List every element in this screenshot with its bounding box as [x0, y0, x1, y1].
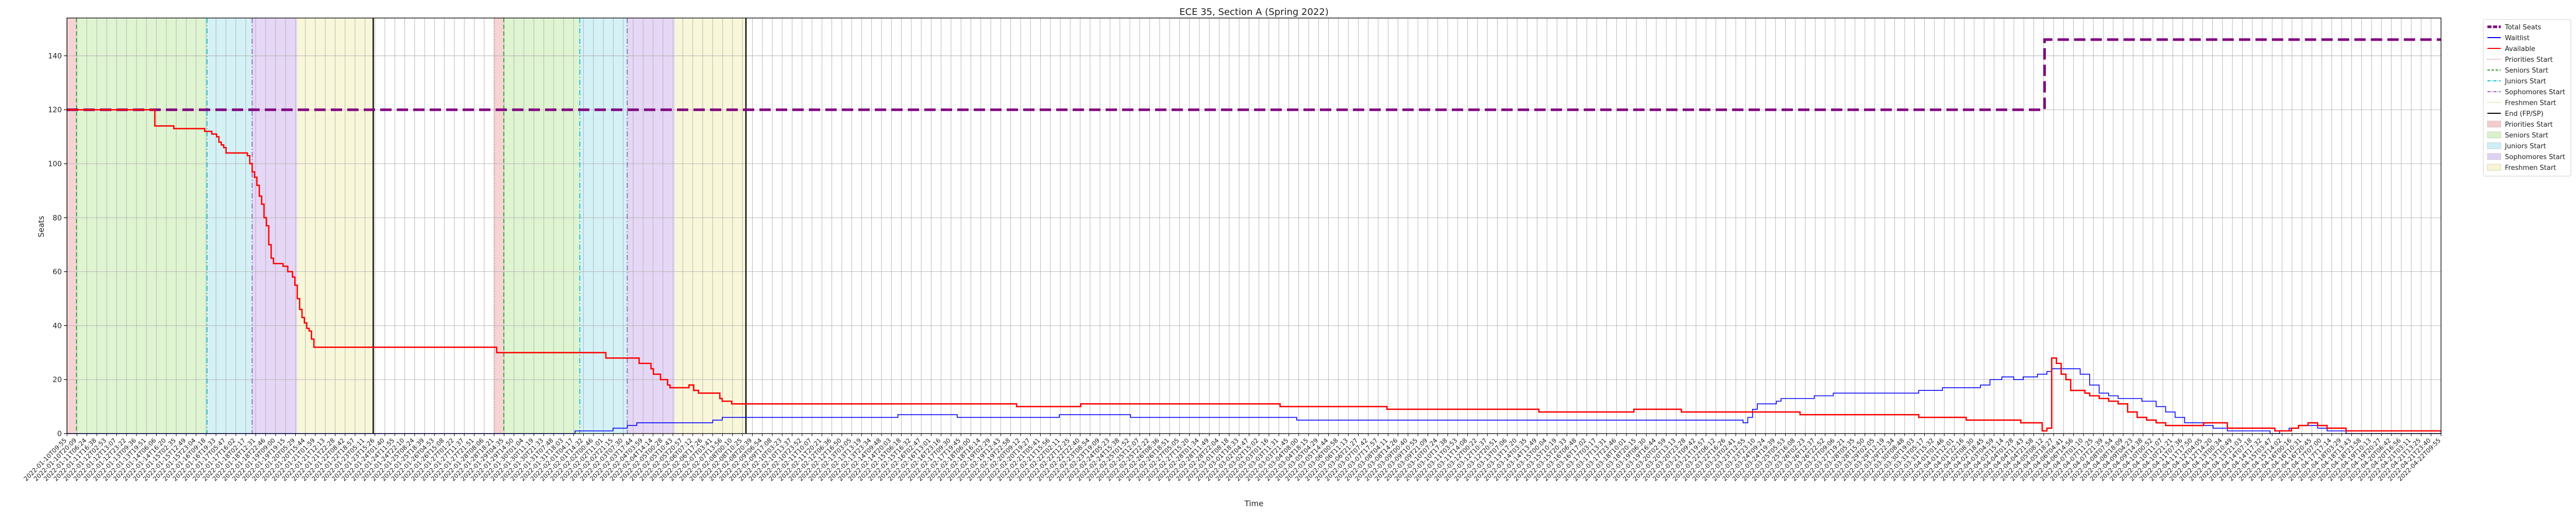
phase-band-priorities — [67, 18, 77, 434]
legend: Total Seats Waitlist Available Priorities S… — [2483, 19, 2571, 177]
legend-label-priorities-start: Priorities Start — [2505, 56, 2553, 64]
legend-swatch-freshmen-start — [2487, 164, 2501, 171]
phase-band-sophomores — [252, 18, 297, 434]
legend-label-freshmen-start: Freshmen Start — [2505, 164, 2556, 172]
phase-band-priorities — [494, 18, 504, 434]
legend-swatch-seniors-start — [2487, 131, 2501, 139]
legend-label-juniors-start: Juniors Start — [2504, 78, 2546, 85]
legend-label-freshmen-start: Freshmen Start — [2505, 99, 2556, 107]
legend-label-priorities-start: Priorities Start — [2505, 121, 2553, 129]
y-tick-label: 140 — [48, 52, 62, 60]
phase-band-sophomores — [627, 18, 675, 434]
legend-label-total-seats: Total Seats — [2504, 24, 2541, 31]
y-tick-label: 120 — [48, 106, 62, 114]
y-tick-label: 20 — [53, 376, 62, 384]
phase-band-juniors — [207, 18, 252, 434]
legend-box — [2483, 19, 2571, 177]
x-axis-label: Time — [1244, 499, 1264, 508]
phase-band-freshmen — [674, 18, 746, 434]
phase-band-seniors — [76, 18, 207, 434]
y-tick-label: 0 — [57, 430, 62, 438]
legend-label-seniors-start: Seniors Start — [2505, 132, 2548, 140]
legend-label-juniors-start: Juniors Start — [2504, 143, 2546, 150]
y-tick-label: 80 — [53, 214, 62, 222]
legend-label-waitlist: Waitlist — [2505, 35, 2530, 42]
y-tick-label: 60 — [53, 268, 62, 277]
legend-swatch-sophomores-start — [2487, 153, 2501, 160]
phase-band-seniors — [503, 18, 580, 434]
plot-frame — [66, 18, 2442, 434]
series-available — [67, 109, 2441, 432]
legend-swatch-priorities-start — [2487, 120, 2501, 128]
y-tick-label: 40 — [53, 322, 62, 330]
legend-label-end-fp-sp: End (FP/SP) — [2505, 110, 2544, 118]
y-tick-label: 100 — [48, 160, 62, 168]
chart-title: ECE 35, Section A (Spring 2022) — [1179, 7, 1329, 18]
legend-swatch-juniors-start — [2487, 142, 2501, 149]
legend-label-sophomores-start: Sophomores Start — [2505, 153, 2565, 161]
legend-label-sophomores-start: Sophomores Start — [2505, 89, 2565, 96]
legend-label-seniors-start: Seniors Start — [2505, 67, 2548, 75]
y-axis-label: Seats — [37, 216, 46, 237]
series-total-seats — [67, 38, 2441, 111]
legend-label-available: Available — [2505, 45, 2535, 53]
series-waitlist — [67, 368, 2441, 434]
